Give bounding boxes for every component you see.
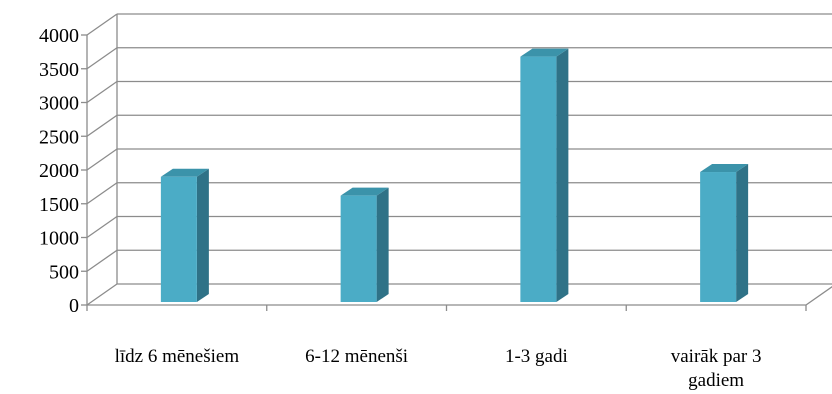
gridline-side bbox=[86, 47, 118, 70]
bar bbox=[700, 164, 749, 302]
y-tick-label: 2000 bbox=[39, 160, 79, 182]
bar-side bbox=[556, 48, 569, 302]
y-tick-label: 3500 bbox=[39, 59, 79, 81]
gridline-side bbox=[86, 182, 118, 205]
bar-top bbox=[520, 48, 569, 57]
x-category-label: 1-3 gadi bbox=[505, 346, 568, 367]
y-tick-label: 1500 bbox=[39, 194, 79, 216]
y-tick-label: 3000 bbox=[39, 93, 79, 115]
gridlines bbox=[86, 13, 832, 272]
gridline-side bbox=[86, 13, 118, 36]
bar bbox=[340, 187, 389, 302]
bars bbox=[160, 48, 749, 302]
y-tick-labels: 0 500 1000 1500 2000 2500 3000 3500 4000 bbox=[39, 25, 79, 317]
bar-top bbox=[340, 187, 389, 196]
x-category-label: vairāk par 3 gadiem bbox=[671, 346, 762, 391]
bar-front bbox=[340, 195, 377, 302]
y-tick-label: 4000 bbox=[39, 25, 79, 47]
x-category-label: līdz 6 mēnešiem bbox=[115, 346, 240, 367]
x-category-label: 6-12 mēnenši bbox=[305, 346, 408, 367]
bar-side bbox=[736, 164, 749, 302]
y-tick-label: 1000 bbox=[39, 228, 79, 250]
x-category-label-line: līdz 6 mēnešiem bbox=[115, 346, 240, 367]
x-category-label-line: gadiem bbox=[688, 370, 744, 391]
floor-outline bbox=[86, 283, 832, 306]
x-category-label-line: 1-3 gadi bbox=[505, 346, 568, 367]
bar bbox=[520, 48, 569, 302]
gridline-side bbox=[86, 114, 118, 137]
axes bbox=[81, 14, 832, 311]
x-category-labels: līdz 6 mēnešiem 6-12 mēnenši 1-3 gadi vairā… bbox=[115, 346, 762, 391]
y-tick-label: 500 bbox=[49, 261, 79, 283]
bar-front bbox=[160, 176, 197, 302]
gridline-side bbox=[86, 215, 118, 239]
bar-front bbox=[520, 56, 557, 302]
bar-front bbox=[700, 172, 737, 302]
bar-top bbox=[160, 168, 209, 177]
bar-top bbox=[700, 164, 749, 173]
y-tick-label: 0 bbox=[69, 295, 79, 317]
gridline-side bbox=[86, 80, 118, 104]
bar-side bbox=[196, 168, 209, 302]
gridline-side bbox=[86, 148, 118, 171]
bar bbox=[160, 168, 209, 302]
bar-side bbox=[376, 187, 389, 302]
x-category-label-line: 6-12 mēnenši bbox=[305, 346, 408, 367]
gridline-side bbox=[86, 249, 118, 272]
x-category-label-line: vairāk par 3 bbox=[671, 346, 762, 367]
y-tick-label: 2500 bbox=[39, 126, 79, 148]
